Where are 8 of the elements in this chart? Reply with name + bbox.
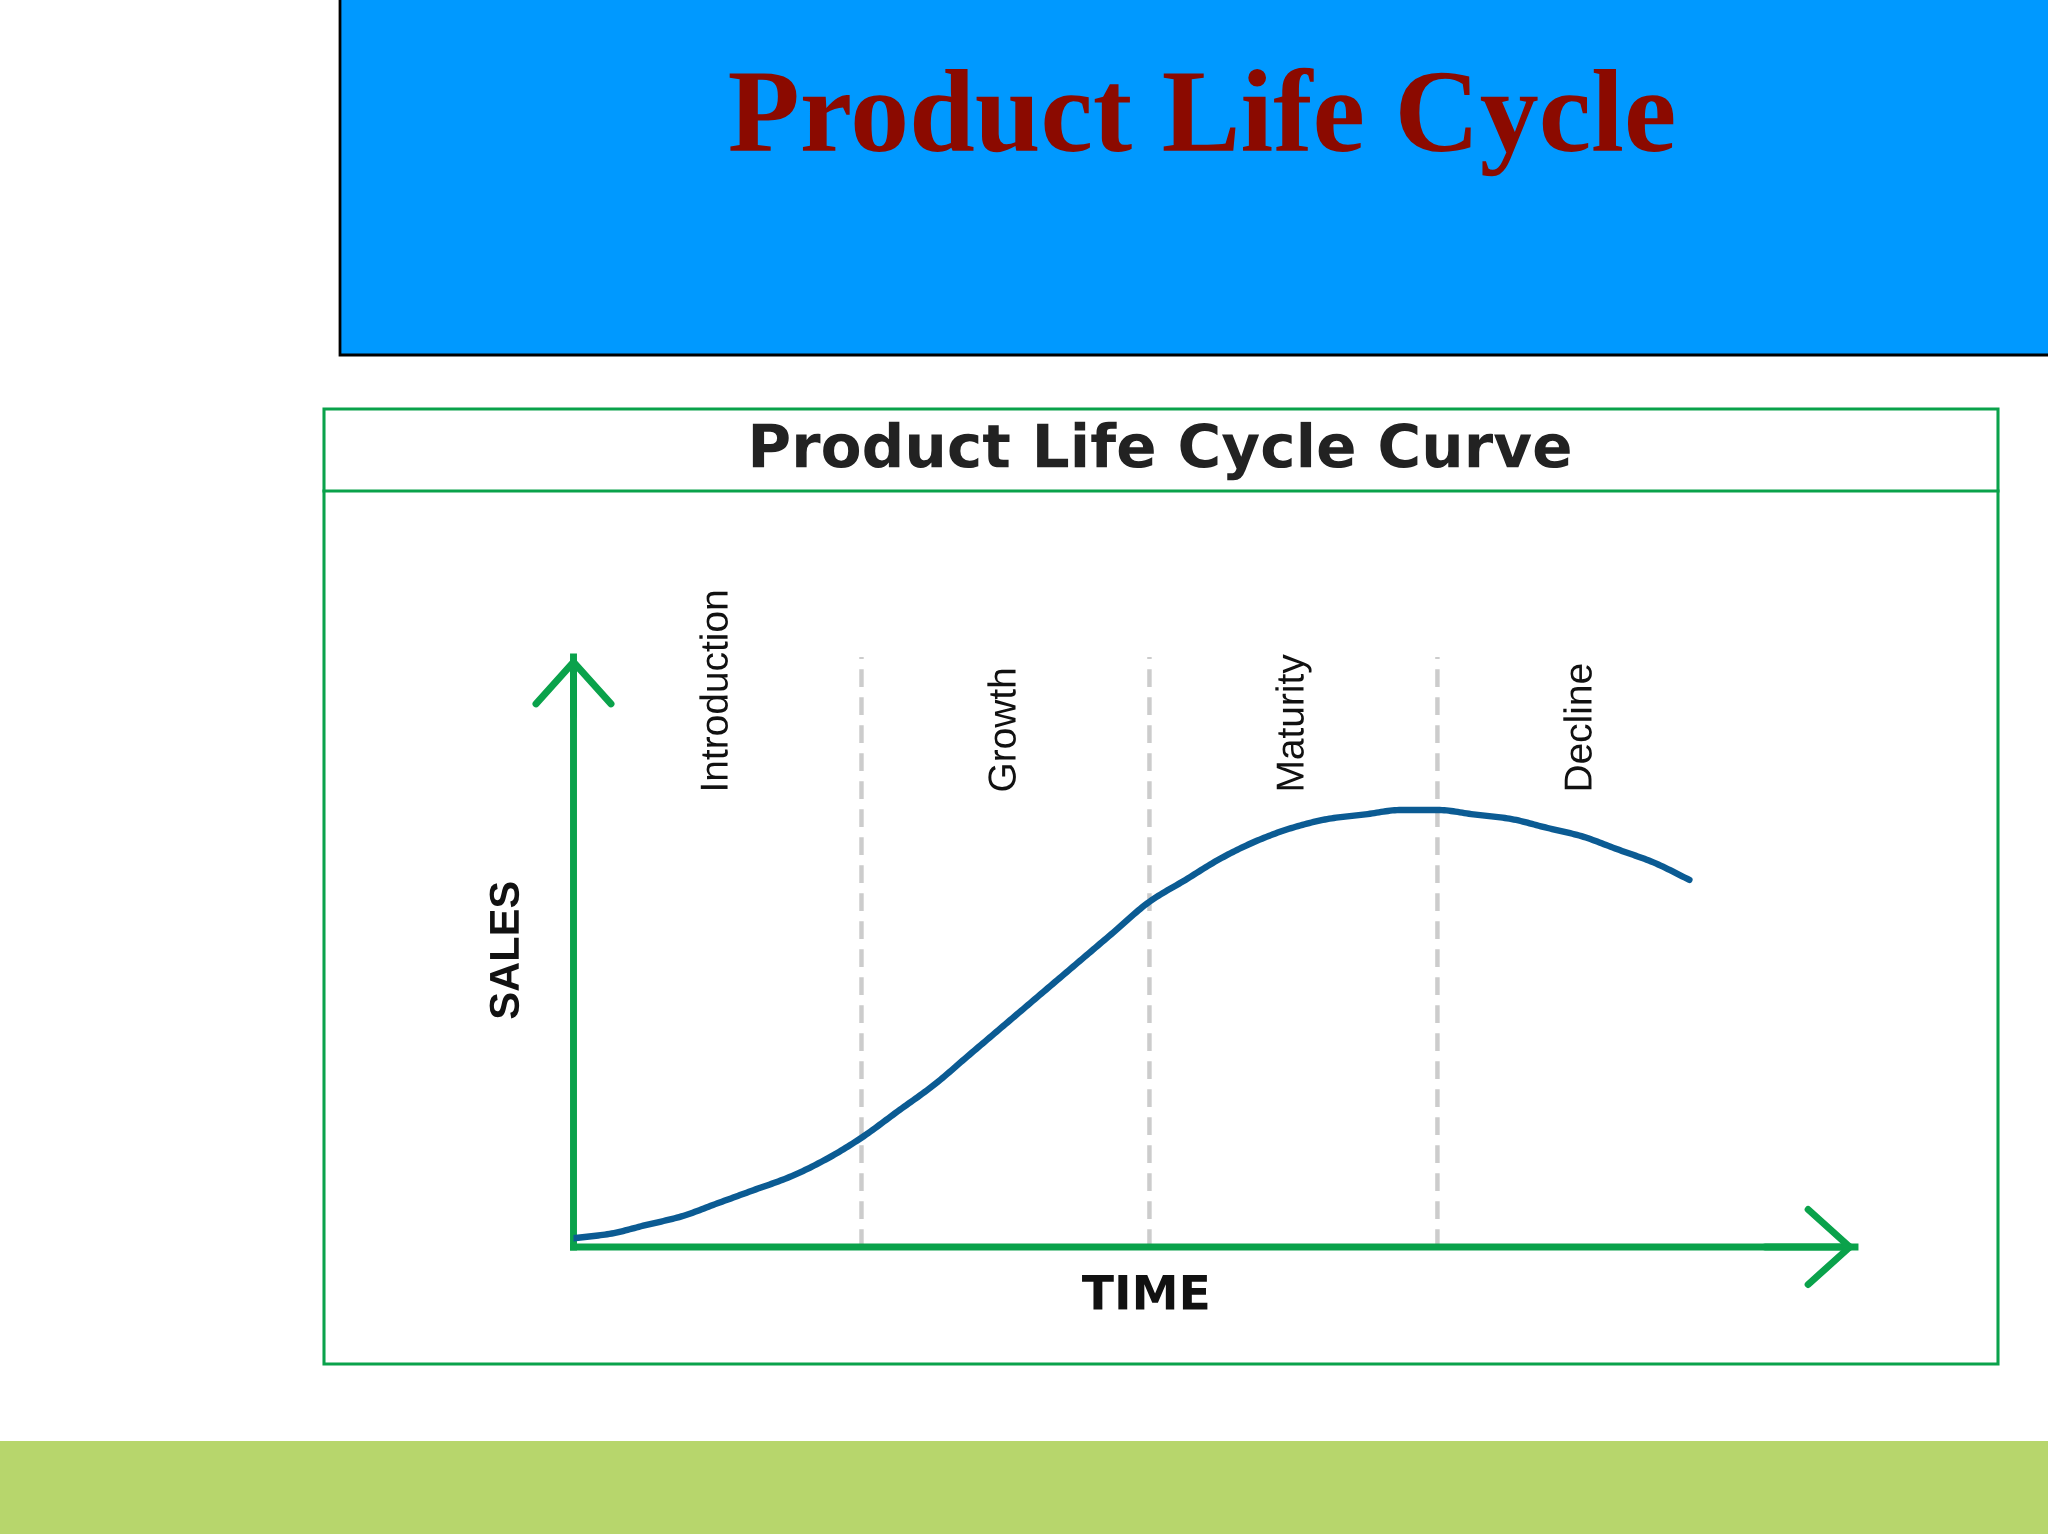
x-tick-label: Decline bbox=[1563, 664, 1592, 790]
chart-title: Product Life Cycle bbox=[729, 67, 1674, 177]
x-axis-title: TIME bbox=[1082, 1275, 1208, 1310]
x-tick-label: Maturity bbox=[1275, 654, 1312, 790]
x-tick-label: Growth bbox=[987, 669, 1016, 791]
x-tick-label: Introduction bbox=[699, 591, 728, 789]
y-axis-title: SALES bbox=[489, 882, 520, 1019]
chart-subtitle: Product Life Cycle Curve bbox=[752, 421, 1570, 481]
